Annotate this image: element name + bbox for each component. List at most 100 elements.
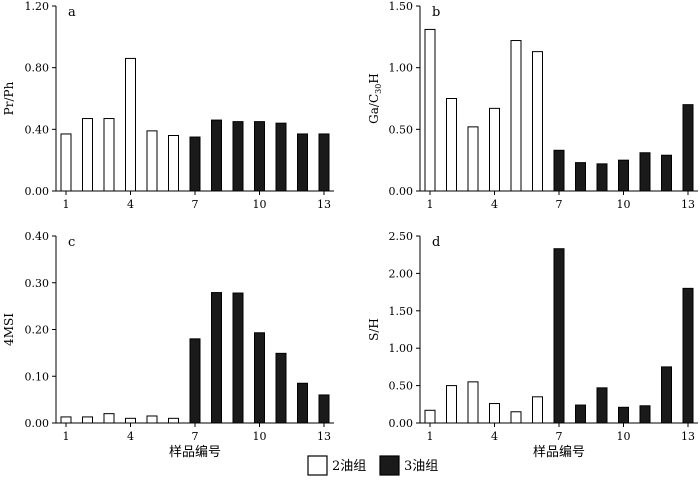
x-tick-label: 13 — [317, 198, 331, 211]
x-tick-label: 1 — [427, 198, 434, 211]
bar-sample-9 — [596, 163, 608, 192]
y-tick-label: 0.50 — [389, 380, 414, 393]
bar-sample-10 — [618, 159, 629, 192]
y-tick-label: 0.00 — [25, 417, 50, 430]
y-tick-label: 0.00 — [25, 185, 50, 198]
y-tick-label: 0.40 — [25, 230, 50, 243]
y-tick-label: 0.50 — [389, 123, 414, 136]
y-tick-label: 1.00 — [389, 342, 414, 355]
x-tick-label: 10 — [253, 198, 267, 211]
bar-sample-11 — [275, 352, 287, 424]
y-tick-label: 0.20 — [25, 324, 50, 337]
panel-label: c — [68, 235, 75, 250]
y-tick-label: 0.40 — [25, 123, 50, 136]
bar-sample-2 — [82, 118, 93, 192]
bar-sample-1 — [424, 28, 436, 192]
x-tick-label: 7 — [556, 198, 563, 211]
y-tick-label: 2.00 — [389, 267, 414, 280]
x-tick-label: 13 — [681, 198, 695, 211]
bar-sample-3 — [467, 126, 479, 192]
chart-panel-d: 0.00 0.50 1.00 1.50 2.00 2.50 1 4 7 10 13 d S/H 样品编号 — [367, 230, 698, 460]
y-axis-label: Ga/C30H — [367, 73, 383, 124]
bar-sample-13 — [682, 104, 694, 192]
bar-sample-3 — [103, 413, 115, 424]
x-tick-label: 1 — [63, 430, 70, 443]
bar-sample-8 — [575, 404, 586, 424]
bar-sample-8 — [575, 162, 586, 192]
bar-sample-7 — [553, 248, 565, 424]
bar-sample-5 — [146, 130, 158, 192]
bar-sample-12 — [661, 366, 672, 424]
x-tick-label: 10 — [617, 430, 631, 443]
x-tick-label: 1 — [63, 198, 70, 211]
bar-sample-4 — [489, 403, 500, 424]
bar-sample-3 — [467, 381, 479, 424]
bar-sample-10 — [254, 332, 265, 424]
bar-sample-1 — [60, 133, 72, 192]
bar-sample-6 — [168, 135, 179, 192]
bar-sample-4 — [125, 417, 136, 424]
panel-label: d — [432, 235, 440, 250]
bar-sample-2 — [82, 416, 93, 424]
bar-sample-4 — [125, 57, 136, 192]
bar-sample-6 — [532, 51, 543, 192]
legend-label-3油组: 3油组 — [404, 459, 438, 474]
bar-sample-2 — [446, 98, 457, 192]
bar-sample-11 — [275, 122, 287, 192]
bar-sample-12 — [661, 154, 672, 192]
legend-swatch-2油组 — [307, 455, 328, 476]
y-axis-label: S/H — [367, 318, 381, 341]
x-tick-label: 1 — [427, 430, 434, 443]
y-tick-label: 0.10 — [25, 370, 50, 383]
bar-sample-12 — [297, 382, 308, 424]
chart-panel-b: 0.00 0.50 1.00 1.50 1 4 7 10 13 b Ga/C30H — [367, 0, 698, 211]
bar-sample-13 — [318, 394, 330, 424]
panel-label: b — [432, 5, 440, 20]
y-tick-label: 0.80 — [25, 62, 50, 75]
bar-sample-10 — [618, 406, 629, 424]
bar-sample-10 — [254, 121, 265, 192]
panel-label: a — [68, 5, 76, 20]
bar-sample-9 — [232, 292, 244, 424]
y-tick-label: 1.20 — [25, 0, 50, 13]
y-tick-label: 2.50 — [389, 230, 414, 243]
x-tick-label: 4 — [127, 430, 134, 443]
bar-sample-7 — [553, 149, 565, 192]
bar-sample-11 — [639, 405, 651, 424]
x-axis-label: 样品编号 — [533, 445, 585, 460]
bar-sample-7 — [189, 338, 201, 424]
y-tick-label: 1.50 — [389, 0, 414, 13]
bar-sample-5 — [510, 40, 522, 192]
bar-sample-13 — [318, 133, 330, 192]
x-tick-label: 7 — [192, 198, 199, 211]
y-tick-label: 0.00 — [389, 417, 414, 430]
bar-sample-1 — [60, 416, 72, 424]
bar-sample-6 — [532, 396, 543, 424]
y-tick-label: 1.50 — [389, 305, 414, 318]
bar-sample-9 — [596, 387, 608, 424]
bar-sample-3 — [103, 118, 115, 192]
x-tick-label: 13 — [681, 430, 695, 443]
y-tick-label: 1.00 — [389, 62, 414, 75]
x-tick-label: 4 — [491, 430, 498, 443]
chart-panel-a: 0.00 0.40 0.80 1.20 1 4 7 10 13 a Pr/Ph — [2, 0, 334, 211]
bar-sample-8 — [211, 119, 222, 192]
chart-panels: 0.00 0.40 0.80 1.20 1 4 7 10 13 a Pr/Ph 0.00 0.50 1.0… — [2, 0, 698, 460]
y-tick-label: 0.30 — [25, 277, 50, 290]
bar-sample-1 — [424, 409, 436, 424]
bar-sample-2 — [446, 385, 457, 424]
y-axis-label: 4MSI — [2, 313, 16, 346]
bar-sample-7 — [189, 136, 201, 192]
x-tick-label: 4 — [491, 198, 498, 211]
x-tick-label: 7 — [192, 430, 199, 443]
legend-swatch-3油组 — [379, 455, 400, 476]
x-tick-label: 4 — [127, 198, 134, 211]
bar-sample-5 — [146, 415, 158, 424]
bar-sample-13 — [682, 287, 694, 424]
bar-sample-11 — [639, 152, 651, 192]
y-tick-label: 0.00 — [389, 185, 414, 198]
y-axis-label: Pr/Ph — [2, 81, 16, 115]
x-axis-label: 样品编号 — [169, 445, 221, 460]
bar-sample-12 — [297, 133, 308, 192]
bar-sample-9 — [232, 121, 244, 192]
